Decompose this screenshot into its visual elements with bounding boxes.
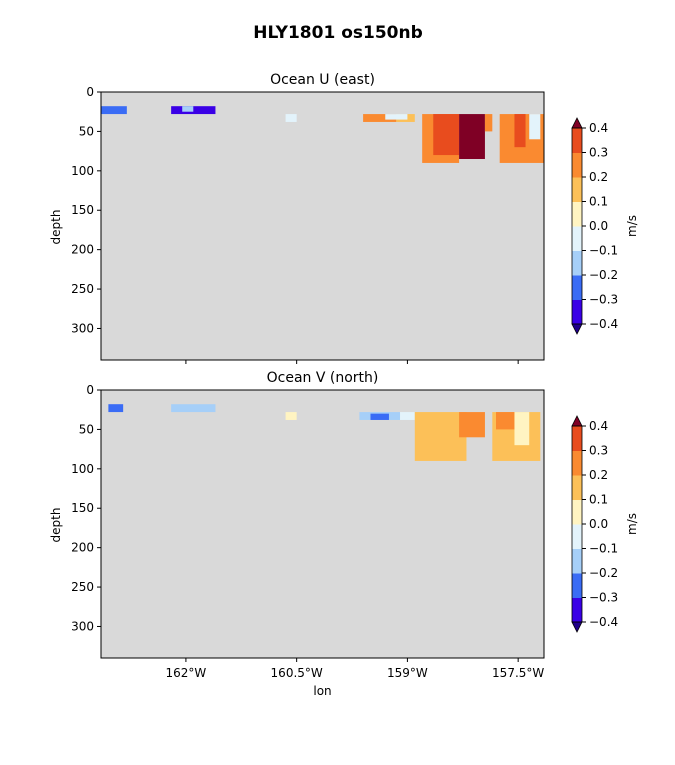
data-region bbox=[101, 106, 127, 115]
colorbar-extend-min bbox=[571, 323, 583, 335]
colorbar-tick-label: 0.4 bbox=[589, 121, 608, 135]
colorbar-segment bbox=[572, 152, 582, 178]
data-region bbox=[363, 114, 397, 122]
colorbar-segment bbox=[572, 275, 582, 300]
data-region bbox=[496, 412, 515, 430]
figure-title: HLY1801 os150nb bbox=[253, 23, 423, 43]
colorbar-extend-max bbox=[571, 415, 583, 427]
y-tick-label: 300 bbox=[71, 321, 94, 335]
colorbar-extend-max bbox=[571, 117, 583, 129]
data-region bbox=[433, 114, 460, 156]
axes-frame bbox=[100, 91, 545, 361]
colorbar-segment bbox=[572, 524, 582, 549]
colorbar-label: m/s bbox=[625, 215, 639, 237]
y-tick-label: 150 bbox=[71, 501, 94, 515]
y-tick-label: 50 bbox=[79, 422, 94, 436]
data-region bbox=[370, 413, 389, 420]
colorbar-segment bbox=[572, 250, 582, 276]
data-region bbox=[108, 404, 124, 413]
colorbar-segment bbox=[572, 499, 582, 525]
y-axis-label: depth bbox=[49, 508, 63, 543]
y-tick-label: 100 bbox=[71, 164, 94, 178]
data-region bbox=[514, 114, 526, 148]
data-region bbox=[484, 114, 493, 132]
chart-panels: Ocean U (east) 0 50 100 150 200 250 300 depth −0.… bbox=[49, 72, 639, 698]
data-region bbox=[459, 114, 485, 159]
colorbar-segment bbox=[572, 450, 582, 476]
colorbar-segment bbox=[572, 299, 582, 325]
data-region bbox=[285, 114, 297, 122]
chart-panel-2: Ocean V (north) 0 50 100 150 200 250 300 162°W 16… bbox=[49, 370, 639, 698]
colorbar-tick-label: −0.2 bbox=[589, 566, 618, 580]
colorbar-tick-label: 0.4 bbox=[589, 419, 608, 433]
y-tick-label: 50 bbox=[79, 124, 94, 138]
y-tick-label: 300 bbox=[71, 619, 94, 633]
colorbar-tick-label: 0.0 bbox=[589, 219, 608, 233]
y-tick-label: 250 bbox=[71, 580, 94, 594]
data-region bbox=[459, 412, 485, 438]
data-region bbox=[514, 412, 530, 446]
colorbar-segment bbox=[572, 573, 582, 598]
colorbar-tick-label: 0.0 bbox=[589, 517, 608, 531]
data-region bbox=[171, 404, 216, 413]
x-tick-label: 160.5°W bbox=[271, 666, 323, 680]
colorbar-tick-label: −0.3 bbox=[589, 591, 618, 605]
colorbar-tick-label: 0.3 bbox=[589, 444, 608, 458]
colorbar-tick-label: −0.4 bbox=[589, 317, 618, 331]
colorbar-segment bbox=[572, 201, 582, 227]
x-tick-label: 157.5°W bbox=[492, 666, 544, 680]
data-region bbox=[385, 114, 408, 120]
colorbar-segment bbox=[572, 226, 582, 251]
colorbar-tick-label: 0.1 bbox=[589, 195, 608, 209]
data-region bbox=[400, 412, 415, 420]
colorbar-tick-label: 0.3 bbox=[589, 146, 608, 160]
panel-title: Ocean U (east) bbox=[270, 72, 375, 88]
colorbar-segment bbox=[572, 177, 582, 202]
colorbar-tick-label: −0.2 bbox=[589, 268, 618, 282]
y-tick-label: 0 bbox=[86, 383, 94, 397]
chart-panel-1: Ocean U (east) 0 50 100 150 200 250 300 depth −0.… bbox=[49, 72, 639, 364]
colorbar-extend-min bbox=[571, 621, 583, 633]
colorbar-tick-label: −0.1 bbox=[589, 542, 618, 556]
x-tick-label: 159°W bbox=[387, 666, 428, 680]
colorbar-tick-label: 0.2 bbox=[589, 170, 608, 184]
colorbar-segment bbox=[572, 475, 582, 500]
colorbar: −0.4 −0.3 −0.2 −0.1 0.0 0.1 0.2 0.3 0.4 m/s bbox=[571, 117, 639, 335]
y-tick-label: 200 bbox=[71, 243, 94, 257]
x-axis-label: lon bbox=[313, 684, 331, 698]
colorbar-tick-label: −0.3 bbox=[589, 293, 618, 307]
colorbar: −0.4 −0.3 −0.2 −0.1 0.0 0.1 0.2 0.3 0.4 m/s bbox=[571, 415, 639, 633]
data-region bbox=[529, 114, 541, 140]
y-tick-label: 0 bbox=[86, 85, 94, 99]
axes-frame bbox=[100, 389, 545, 659]
y-axis-label: depth bbox=[49, 210, 63, 245]
data-region bbox=[414, 412, 467, 461]
data-region bbox=[285, 412, 297, 420]
colorbar-segment bbox=[572, 128, 582, 153]
y-tick-label: 200 bbox=[71, 541, 94, 555]
colorbar-tick-label: −0.1 bbox=[589, 244, 618, 258]
colorbar-segment bbox=[572, 548, 582, 574]
y-tick-label: 150 bbox=[71, 203, 94, 217]
colorbar-label: m/s bbox=[625, 513, 639, 535]
colorbar-segment bbox=[572, 597, 582, 623]
colorbar-tick-label: 0.2 bbox=[589, 468, 608, 482]
x-tick-label: 162°W bbox=[166, 666, 207, 680]
y-tick-label: 100 bbox=[71, 462, 94, 476]
y-tick-label: 250 bbox=[71, 282, 94, 296]
colorbar-tick-label: −0.4 bbox=[589, 615, 618, 629]
panel-title: Ocean V (north) bbox=[267, 370, 379, 386]
data-region bbox=[182, 106, 194, 112]
colorbar-segment bbox=[572, 426, 582, 451]
colorbar-tick-label: 0.1 bbox=[589, 493, 608, 507]
